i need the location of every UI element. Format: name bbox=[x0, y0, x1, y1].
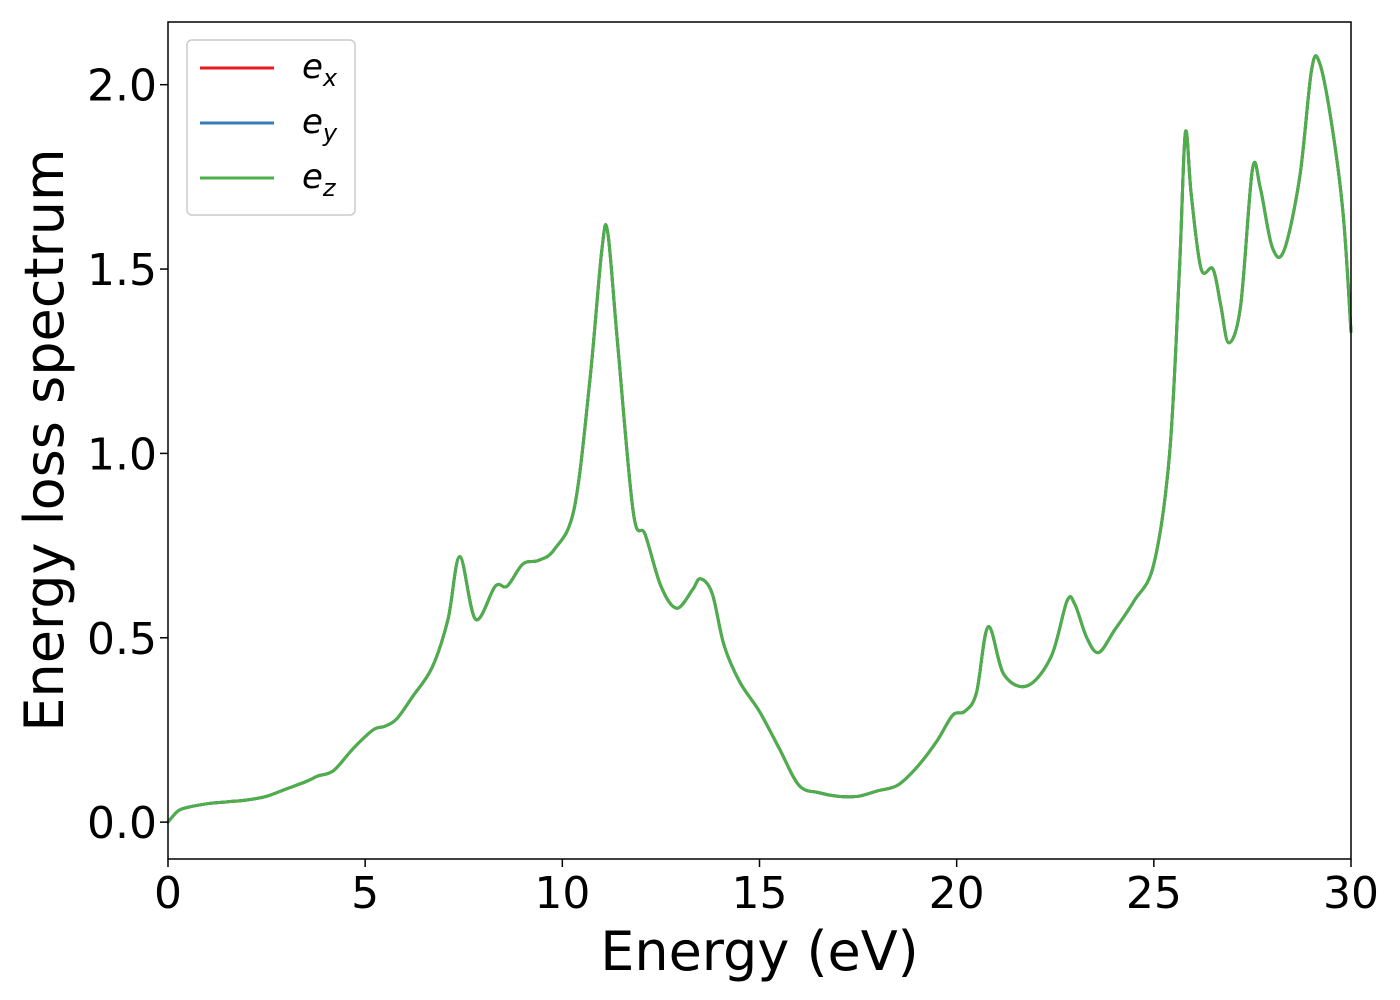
legend-frame bbox=[186, 39, 356, 216]
x-tick-label: 30 bbox=[1323, 868, 1379, 919]
legend-label-y: ey bbox=[302, 102, 338, 147]
x-tick-label: 15 bbox=[732, 868, 788, 919]
y-tick-label: 0.5 bbox=[87, 614, 157, 665]
y-axis-ticks: 0.0 0.5 1.0 1.5 2.0 bbox=[87, 61, 168, 849]
y-axis-title: Energy loss spectrum bbox=[13, 148, 76, 731]
x-tick-label: 10 bbox=[534, 868, 590, 919]
x-tick-label: 5 bbox=[351, 868, 379, 919]
x-tick-label: 0 bbox=[154, 868, 182, 919]
y-tick-label: 1.0 bbox=[87, 429, 157, 480]
series-layer bbox=[166, 54, 1353, 824]
legend-label-x: ex bbox=[302, 47, 338, 92]
series-line-ez bbox=[166, 54, 1353, 824]
y-tick-label: 1.5 bbox=[87, 245, 157, 296]
y-tick-label: 0.0 bbox=[87, 798, 157, 849]
y-tick-label: 2.0 bbox=[87, 61, 157, 112]
x-tick-label: 25 bbox=[1126, 868, 1182, 919]
x-tick-label: 20 bbox=[929, 868, 985, 919]
legend: ex ey ez bbox=[186, 39, 356, 216]
x-axis-title: Energy (eV) bbox=[600, 920, 919, 983]
x-axis-ticks: 0 5 10 15 20 25 30 bbox=[154, 859, 1379, 919]
legend-label-z: ez bbox=[302, 157, 337, 202]
